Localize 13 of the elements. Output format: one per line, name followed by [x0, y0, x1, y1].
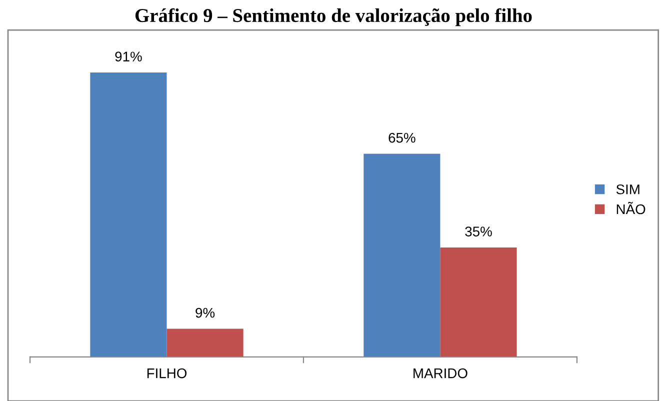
legend-label: SIM	[616, 184, 640, 194]
bar	[166, 328, 244, 357]
bar	[364, 154, 440, 357]
chart-title: Gráfico 9 – Sentimento de valorização pelo filho	[135, 8, 532, 26]
bar	[440, 248, 517, 357]
bar	[90, 72, 167, 357]
x-tick-label: FILHO	[147, 368, 187, 378]
data-label: 65%	[388, 132, 416, 143]
data-label: 35%	[465, 226, 492, 236]
legend-label: NÃO	[616, 202, 646, 214]
x-tick-label: MARIDO	[414, 368, 468, 378]
data-label: 91%	[115, 52, 142, 62]
data-label: 9%	[196, 308, 215, 318]
